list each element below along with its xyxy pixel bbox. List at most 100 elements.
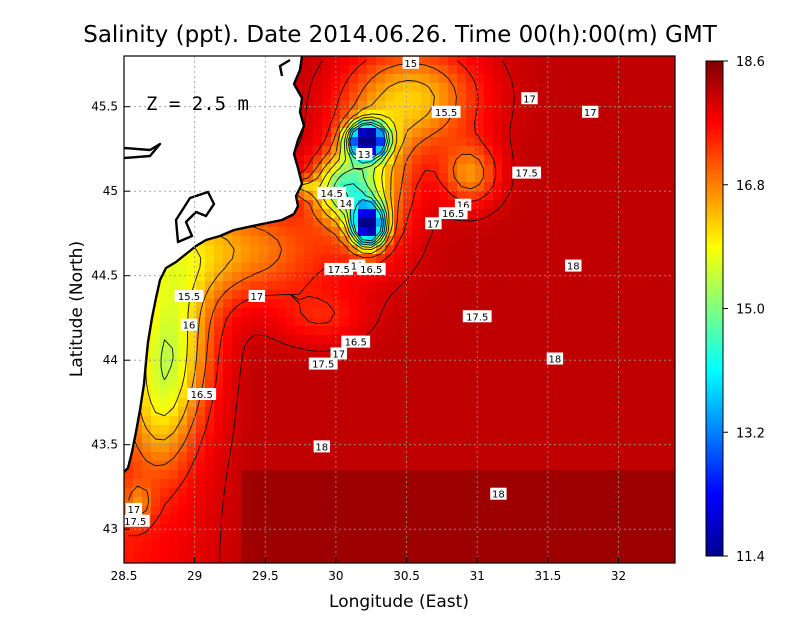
field-cell	[169, 560, 179, 563]
field-cell	[466, 155, 476, 165]
field-cell	[241, 533, 251, 543]
field-cell	[520, 137, 530, 147]
field-cell	[547, 326, 557, 336]
field-cell	[430, 497, 440, 507]
field-cell	[664, 236, 674, 246]
field-cell	[268, 497, 278, 507]
field-cell	[187, 416, 197, 426]
field-cell	[547, 533, 557, 543]
field-cell	[475, 353, 485, 363]
field-cell	[286, 479, 296, 489]
field-cell	[511, 308, 521, 318]
field-cell	[502, 218, 512, 228]
field-cell	[592, 317, 602, 327]
field-cell	[169, 398, 179, 408]
field-cell	[520, 299, 530, 309]
field-cell	[466, 326, 476, 336]
field-cell	[655, 236, 665, 246]
field-cell	[367, 164, 377, 174]
field-cell	[601, 263, 611, 273]
field-cell	[601, 101, 611, 111]
field-cell	[259, 281, 269, 291]
field-cell	[556, 560, 566, 563]
field-cell	[673, 263, 675, 273]
field-cell	[664, 524, 674, 534]
contour-label: 18	[315, 442, 328, 453]
field-cell	[484, 101, 494, 111]
field-cell	[538, 443, 548, 453]
field-cell	[277, 524, 287, 534]
field-cell	[286, 335, 296, 345]
field-cell	[592, 65, 602, 75]
field-cell	[313, 254, 323, 264]
field-cell	[178, 326, 188, 336]
field-cell	[250, 362, 260, 372]
field-cell	[538, 470, 548, 480]
field-cell	[628, 560, 638, 563]
field-cell	[574, 362, 584, 372]
field-cell	[448, 452, 458, 462]
field-cell	[430, 173, 440, 183]
field-cell	[349, 407, 359, 417]
field-cell	[511, 317, 521, 327]
field-cell	[304, 515, 314, 525]
field-cell	[502, 434, 512, 444]
field-cell	[475, 326, 485, 336]
field-cell	[340, 407, 350, 417]
field-cell	[412, 542, 422, 552]
field-cell	[448, 245, 458, 255]
field-cell	[610, 56, 620, 66]
field-cell	[628, 56, 638, 66]
field-cell	[664, 515, 674, 525]
field-cell	[250, 425, 260, 435]
field-cell	[448, 227, 458, 237]
field-cell	[565, 155, 575, 165]
field-cell	[538, 218, 548, 228]
field-cell	[313, 299, 323, 309]
field-cell	[295, 308, 305, 318]
field-cell	[673, 155, 675, 165]
field-cell	[187, 362, 197, 372]
field-cell	[475, 155, 485, 165]
field-cell	[511, 443, 521, 453]
field-cell	[295, 335, 305, 345]
field-cell	[655, 326, 665, 336]
field-cell	[277, 416, 287, 426]
field-cell	[448, 542, 458, 552]
field-cell	[151, 470, 161, 480]
field-cell	[601, 200, 611, 210]
field-cell	[160, 344, 170, 354]
field-cell	[340, 119, 350, 129]
field-cell	[484, 398, 494, 408]
field-cell	[430, 344, 440, 354]
field-cell	[295, 407, 305, 417]
field-cell	[124, 497, 134, 507]
field-cell	[178, 479, 188, 489]
field-cell	[232, 407, 242, 417]
field-cell	[520, 533, 530, 543]
field-cell	[574, 128, 584, 138]
field-cell	[313, 290, 323, 300]
field-cell	[520, 461, 530, 471]
field-cell	[295, 317, 305, 327]
field-cell	[430, 263, 440, 273]
field-cell	[277, 353, 287, 363]
field-cell	[592, 200, 602, 210]
field-cell	[601, 344, 611, 354]
field-cell	[394, 290, 404, 300]
field-cell	[223, 353, 233, 363]
field-cell	[403, 227, 413, 237]
field-cell	[340, 227, 350, 237]
field-cell	[439, 92, 449, 102]
field-cell	[538, 308, 548, 318]
grid-lines	[124, 56, 675, 563]
field-cell	[637, 191, 647, 201]
field-cell	[493, 236, 503, 246]
field-cell	[250, 326, 260, 336]
field-cell	[556, 110, 566, 120]
field-cell	[610, 236, 620, 246]
field-cell	[511, 533, 521, 543]
field-cell	[124, 533, 134, 543]
field-cell	[259, 542, 269, 552]
field-cell	[619, 119, 629, 129]
